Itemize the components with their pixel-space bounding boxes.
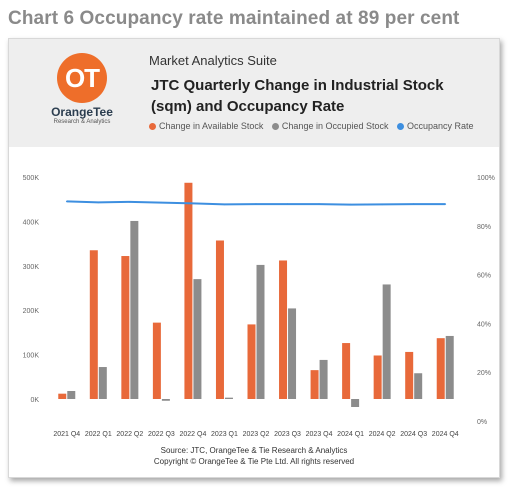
copyright-line: Copyright © OrangeTee & Tie Pte Ltd. All… [153, 457, 355, 466]
y-right-tick-label: 60% [477, 273, 491, 280]
occupied-stock-bar [351, 399, 360, 407]
occupied-stock-bar [67, 391, 76, 399]
y-right-tick-label: 0% [477, 419, 487, 426]
x-tick-label: 2022 Q2 [116, 431, 143, 438]
occupied-stock-bar [414, 373, 423, 399]
occupancy-rate-point [349, 203, 352, 206]
x-tick-label: 2023 Q3 [274, 431, 301, 438]
occupied-stock-bar [130, 220, 139, 399]
occupied-stock-bar [382, 284, 391, 399]
legend-dot-occupancy [397, 123, 405, 130]
x-tick-label: 2022 Q4 [179, 431, 206, 438]
occupancy-rate-point [318, 203, 320, 205]
legend-item-occupied: Change in Occupied Stock [271, 121, 389, 131]
available-stock-bar [436, 338, 445, 399]
chart-plot: 0K 100K 200K 300K 400K 500K 0% 20% 40% 60% 80% 100%… [23, 175, 495, 438]
legend-label-occupied: Change in Occupied Stock [281, 121, 389, 131]
occupied-stock-bar [319, 359, 328, 399]
occupied-stock-bar [445, 335, 454, 399]
available-stock-bar [405, 351, 414, 399]
occupied-stock-bar [224, 397, 233, 399]
legend-label-occupancy: Occupancy Rate [407, 121, 474, 131]
chart-title: JTC Quarterly Change in Industrial Stock… [151, 77, 444, 115]
occupied-stock-bar [288, 308, 297, 399]
source-line: Source: JTC, OrangeTee & Tie Research & … [160, 446, 348, 455]
occupancy-rate-point [65, 200, 68, 203]
available-stock-bar [215, 240, 224, 399]
occupancy-rate-point [412, 203, 415, 205]
occupancy-rate-point [255, 203, 257, 205]
available-stock-bar [58, 393, 67, 399]
available-stock-bar [152, 322, 161, 399]
occupied-stock-bar [161, 399, 170, 401]
y-left-tick-label: 0K [30, 397, 39, 404]
logo-mark: OT [57, 53, 107, 103]
available-stock-bar [247, 324, 256, 399]
y-right-tick-label: 100% [477, 175, 495, 182]
x-tick-label: 2024 Q2 [369, 431, 396, 438]
y-left-tick-label: 200K [23, 308, 40, 315]
legend-dot-occupied [271, 123, 279, 130]
x-tick-label: 2022 Q1 [85, 431, 112, 438]
x-tick-label: 2021 Q4 [53, 431, 80, 438]
suite-name: Market Analytics Suite [149, 53, 277, 68]
x-tick-label: 2024 Q4 [432, 431, 459, 438]
available-stock-bar [121, 256, 130, 399]
y-left-tick-label: 400K [23, 219, 40, 226]
logo-subtitle: Research & Analytics [53, 119, 111, 125]
y-left-tick-label: 100K [23, 353, 40, 360]
page-title: Chart 6 Occupancy rate maintained at 89 … [8, 8, 460, 29]
occupancy-rate-point [160, 201, 163, 204]
source-note: Source: JTC, OrangeTee & Tie Research & … [9, 445, 499, 467]
x-tick-label: 2023 Q2 [243, 431, 270, 438]
x-tick-label: 2023 Q1 [211, 431, 238, 438]
available-stock-bar [279, 260, 288, 399]
occupied-stock-bar [256, 264, 265, 399]
occupancy-rate-point [286, 203, 289, 205]
occupancy-rate-point [223, 203, 226, 206]
legend-item-occupancy: Occupancy Rate [397, 121, 474, 131]
occupancy-rate-point [97, 201, 100, 204]
occupancy-rate-point [444, 203, 447, 205]
y-left-tick-label: 500K [23, 175, 40, 182]
occupied-stock-bar [193, 279, 202, 399]
legend-label-available: Change in Available Stock [159, 121, 264, 131]
x-tick-label: 2022 Q3 [148, 431, 175, 438]
available-stock-bar [310, 370, 319, 399]
logo-name: OrangeTee [51, 105, 113, 119]
legend-dot-available [149, 123, 156, 130]
y-right-tick-label: 80% [477, 224, 491, 231]
available-stock-bar [373, 355, 382, 399]
legend: Change in Available Stock Change in Occu… [149, 121, 480, 131]
available-stock-bar [184, 182, 193, 399]
chart-header: OT OrangeTee Research & Analytics Market… [9, 39, 499, 147]
occupancy-rate-point [192, 202, 194, 205]
x-tick-label: 2024 Q1 [337, 431, 364, 438]
y-right-tick-label: 20% [477, 370, 491, 377]
occupancy-rate-point [129, 201, 131, 203]
logo: OT OrangeTee Research & Analytics [47, 53, 117, 125]
chart-card: OT OrangeTee Research & Analytics Market… [8, 38, 500, 478]
available-stock-bar [342, 343, 351, 399]
occupancy-rate-point [381, 203, 383, 206]
x-tick-label: 2023 Q4 [306, 431, 333, 438]
x-tick-label: 2024 Q3 [400, 431, 427, 438]
legend-item-available: Change in Available Stock [149, 121, 263, 131]
y-left-tick-label: 300K [23, 264, 40, 271]
occupied-stock-bar [98, 367, 107, 399]
y-right-tick-label: 40% [477, 321, 491, 328]
available-stock-bar [89, 250, 98, 399]
